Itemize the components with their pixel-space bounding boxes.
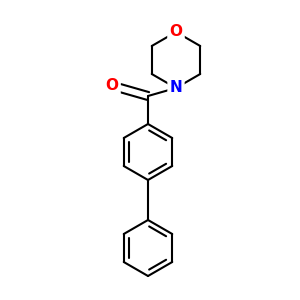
Text: O: O <box>169 25 182 40</box>
Text: N: N <box>169 80 182 95</box>
Text: O: O <box>106 79 118 94</box>
